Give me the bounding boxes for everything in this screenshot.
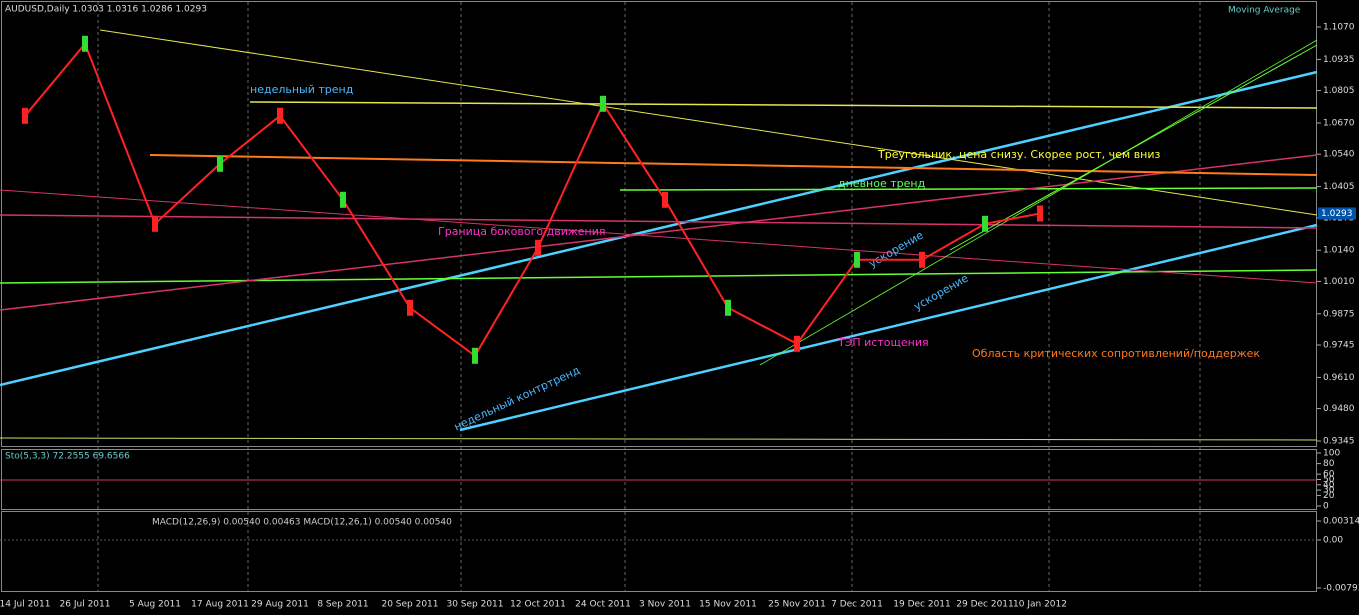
weekly-trend-line: [0, 70, 1318, 387]
x-tick-label: 20 Sep 2011: [381, 600, 438, 610]
y-tick-label: 1.0405: [1323, 182, 1355, 192]
annotation: Треугольник, цена снизу. Скорее рост, че…: [877, 148, 1161, 161]
x-tick-label: 24 Oct 2011: [575, 600, 631, 610]
x-tick-label: 15 Nov 2011: [699, 600, 757, 610]
countertrend-line: [459, 223, 1318, 432]
y-tick-label: 0.9345: [1323, 437, 1355, 447]
y-tick-label: 0.9610: [1323, 373, 1355, 383]
resistance-line: [249, 101, 1318, 109]
y-tick-label: 0.00: [1323, 536, 1343, 546]
range-line: [0, 154, 1318, 311]
orange-level: [149, 154, 1318, 176]
y-tick-label: 1.1070: [1323, 23, 1355, 33]
y-tick-label: 80: [1323, 459, 1335, 469]
y-tick-label: 0.9875: [1323, 309, 1355, 319]
x-tick-label: 3 Nov 2011: [639, 600, 691, 610]
y-tick-label: 30: [1323, 486, 1335, 496]
y-tick-label: 0.00314: [1323, 517, 1359, 527]
x-tick-label: 5 Aug 2011: [129, 600, 181, 610]
y-tick-label: 50: [1323, 475, 1335, 485]
candle: [535, 239, 541, 256]
y-tick-label: 40: [1323, 480, 1335, 490]
candle: [152, 215, 158, 232]
x-tick-label: 14 Jul 2011: [0, 600, 50, 610]
volume-base: [0, 437, 1318, 441]
y-tick-label: 20: [1323, 491, 1335, 501]
x-tick-label: 25 Nov 2011: [768, 600, 826, 610]
candle: [22, 107, 28, 124]
y-tick-label: 0: [1323, 502, 1329, 512]
y-tick-label: 60: [1323, 470, 1335, 480]
candle: [919, 251, 925, 268]
y-tick-label: 100: [1323, 449, 1340, 459]
daily-trend-line: [619, 187, 1318, 191]
candle: [82, 35, 88, 52]
trend-lines: [0, 29, 1318, 541]
candle: [600, 95, 606, 112]
x-tick-label: 19 Dec 2011: [893, 600, 951, 610]
stochastic-label: Sto(5,3,3) 72.2555 69.6566: [5, 452, 130, 462]
candle: [794, 335, 800, 352]
range-line: [0, 189, 1318, 284]
candle: [407, 299, 413, 316]
x-tick-label: 26 Jul 2011: [60, 600, 111, 610]
x-tick-label: 7 Dec 2011: [831, 600, 883, 610]
x-tick-label: 30 Sep 2011: [446, 600, 503, 610]
y-tick-label: 0.9745: [1323, 341, 1355, 351]
y-tick-label: -0.00793: [1323, 584, 1359, 594]
candle: [277, 107, 283, 124]
candle: [472, 347, 478, 364]
x-tick-label: 12 Oct 2011: [510, 600, 566, 610]
y-tick-label: 1.0010: [1323, 277, 1355, 287]
annotation: Граница бокового движения: [438, 225, 605, 238]
x-tick-label: 29 Dec 2011: [956, 600, 1014, 610]
macd-panel: [1, 511, 1317, 592]
y-tick-label: 1.0935: [1323, 55, 1355, 65]
y-tick-label: 0.9480: [1323, 404, 1355, 414]
annotation: Область критических сопротивлений/поддер…: [972, 347, 1260, 360]
support-line: [0, 269, 1318, 284]
macd-label: MACD(12,26,9) 0.00540 0.00463 MACD(12,26…: [152, 518, 452, 528]
annotation: ТЭП истощения: [837, 336, 929, 349]
y-tick-label: 1.0140: [1323, 246, 1355, 256]
y-tick-label: 1.0670: [1323, 119, 1355, 129]
x-tick-label: 8 Sep 2011: [317, 600, 368, 610]
annotation: недельный тренд: [250, 83, 354, 96]
candle: [982, 215, 988, 232]
current-price-label: 1.0293: [1321, 209, 1353, 219]
x-tick-label: 10 Jan 2012: [1013, 600, 1067, 610]
y-tick-label: 1.0540: [1323, 150, 1355, 160]
range-line: [0, 214, 1318, 229]
channel-line: [759, 39, 1318, 366]
current-price-box: [1318, 207, 1356, 220]
candle: [1037, 205, 1043, 222]
candle: [340, 191, 346, 208]
x-tick-label: 17 Aug 2011: [191, 600, 249, 610]
annotation: дневное тренд: [838, 177, 926, 190]
candle: [662, 191, 668, 208]
triangle-line: [99, 29, 1318, 216]
indicator-name: Moving Average: [1228, 6, 1301, 16]
candle: [725, 299, 731, 316]
candle: [217, 155, 223, 172]
x-tick-label: 29 Aug 2011: [251, 600, 309, 610]
y-tick-label: 1.0805: [1323, 86, 1355, 96]
chart-header: AUDUSD,Daily 1.0303 1.0316 1.0286 1.0293: [5, 5, 207, 15]
candle: [854, 251, 860, 268]
